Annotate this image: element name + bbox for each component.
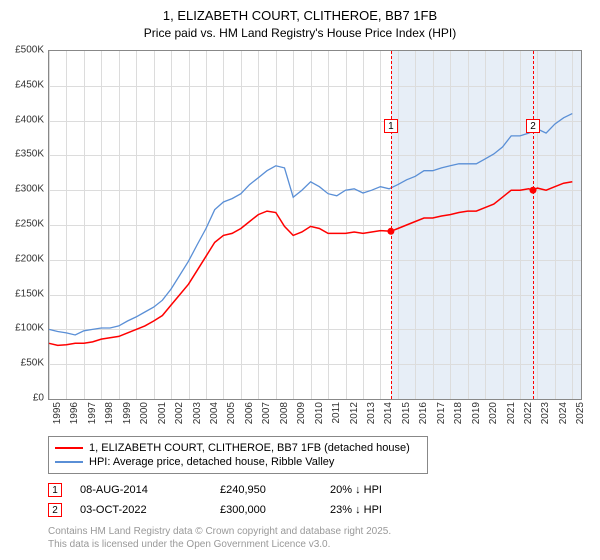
x-tick-label: 2011 — [331, 402, 342, 432]
x-tick-label: 2016 — [418, 402, 429, 432]
chart-container: 1, ELIZABETH COURT, CLITHEROE, BB7 1FB P… — [0, 0, 600, 560]
tx-pct: 20% ↓ HPI — [330, 484, 450, 496]
marker-line — [391, 51, 392, 399]
y-tick-label: £350K — [0, 149, 44, 160]
series-hpi — [49, 114, 572, 335]
x-tick-label: 2024 — [558, 402, 569, 432]
legend-item-hpi: HPI: Average price, detached house, Ribb… — [55, 455, 421, 469]
marker-box-icon: 1 — [384, 119, 398, 133]
x-tick-label: 2009 — [296, 402, 307, 432]
transaction-table: 1 08-AUG-2014 £240,950 20% ↓ HPI 2 03-OC… — [48, 480, 450, 520]
chart-title: 1, ELIZABETH COURT, CLITHEROE, BB7 1FB — [0, 0, 600, 23]
x-tick-label: 2021 — [506, 402, 517, 432]
y-tick-label: £50K — [0, 358, 44, 369]
x-tick-label: 2019 — [471, 402, 482, 432]
legend-label: 1, ELIZABETH COURT, CLITHEROE, BB7 1FB (… — [89, 442, 410, 454]
x-tick-label: 2001 — [157, 402, 168, 432]
marker-line — [533, 51, 534, 399]
x-tick-label: 1997 — [87, 402, 98, 432]
chart-subtitle: Price paid vs. HM Land Registry's House … — [0, 23, 600, 40]
y-tick-label: £250K — [0, 219, 44, 230]
x-tick-label: 2004 — [209, 402, 220, 432]
y-tick-label: £400K — [0, 114, 44, 125]
tx-price: £300,000 — [220, 504, 330, 516]
x-tick-label: 1999 — [122, 402, 133, 432]
x-tick-label: 2022 — [523, 402, 534, 432]
chart-lines — [49, 51, 581, 399]
plot-area: 12 — [48, 50, 582, 400]
x-tick-label: 2002 — [174, 402, 185, 432]
legend-swatch-icon — [55, 461, 83, 463]
x-tick-label: 1995 — [52, 402, 63, 432]
x-tick-label: 2017 — [436, 402, 447, 432]
y-tick-label: £450K — [0, 79, 44, 90]
x-tick-label: 2010 — [314, 402, 325, 432]
x-tick-label: 2000 — [139, 402, 150, 432]
x-tick-label: 2003 — [192, 402, 203, 432]
x-tick-label: 2006 — [244, 402, 255, 432]
x-tick-label: 2018 — [453, 402, 464, 432]
transaction-row: 2 03-OCT-2022 £300,000 23% ↓ HPI — [48, 500, 450, 520]
legend: 1, ELIZABETH COURT, CLITHEROE, BB7 1FB (… — [48, 436, 428, 474]
x-tick-label: 2008 — [279, 402, 290, 432]
footnote-line: Contains HM Land Registry data © Crown c… — [48, 525, 391, 538]
tx-price: £240,950 — [220, 484, 330, 496]
y-tick-label: £200K — [0, 253, 44, 264]
tx-pct: 23% ↓ HPI — [330, 504, 450, 516]
y-tick-label: £150K — [0, 288, 44, 299]
x-tick-label: 2007 — [261, 402, 272, 432]
x-tick-label: 2023 — [540, 402, 551, 432]
marker-box-icon: 1 — [48, 483, 62, 497]
tx-date: 08-AUG-2014 — [80, 484, 220, 496]
x-tick-label: 1998 — [104, 402, 115, 432]
footnote: Contains HM Land Registry data © Crown c… — [48, 525, 391, 551]
marker-box-icon: 2 — [48, 503, 62, 517]
x-tick-label: 1996 — [69, 402, 80, 432]
legend-swatch-icon — [55, 447, 83, 449]
footnote-line: This data is licensed under the Open Gov… — [48, 538, 391, 551]
y-tick-label: £500K — [0, 45, 44, 56]
y-tick-label: £300K — [0, 184, 44, 195]
y-tick-label: £0 — [0, 393, 44, 404]
marker-box-icon: 2 — [526, 119, 540, 133]
x-tick-label: 2020 — [488, 402, 499, 432]
x-tick-label: 2013 — [366, 402, 377, 432]
x-tick-label: 2025 — [575, 402, 586, 432]
y-tick-label: £100K — [0, 323, 44, 334]
tx-date: 03-OCT-2022 — [80, 504, 220, 516]
x-tick-label: 2015 — [401, 402, 412, 432]
legend-label: HPI: Average price, detached house, Ribb… — [89, 456, 334, 468]
x-tick-label: 2005 — [226, 402, 237, 432]
transaction-row: 1 08-AUG-2014 £240,950 20% ↓ HPI — [48, 480, 450, 500]
legend-item-price-paid: 1, ELIZABETH COURT, CLITHEROE, BB7 1FB (… — [55, 441, 421, 455]
x-tick-label: 2012 — [349, 402, 360, 432]
x-tick-label: 2014 — [383, 402, 394, 432]
